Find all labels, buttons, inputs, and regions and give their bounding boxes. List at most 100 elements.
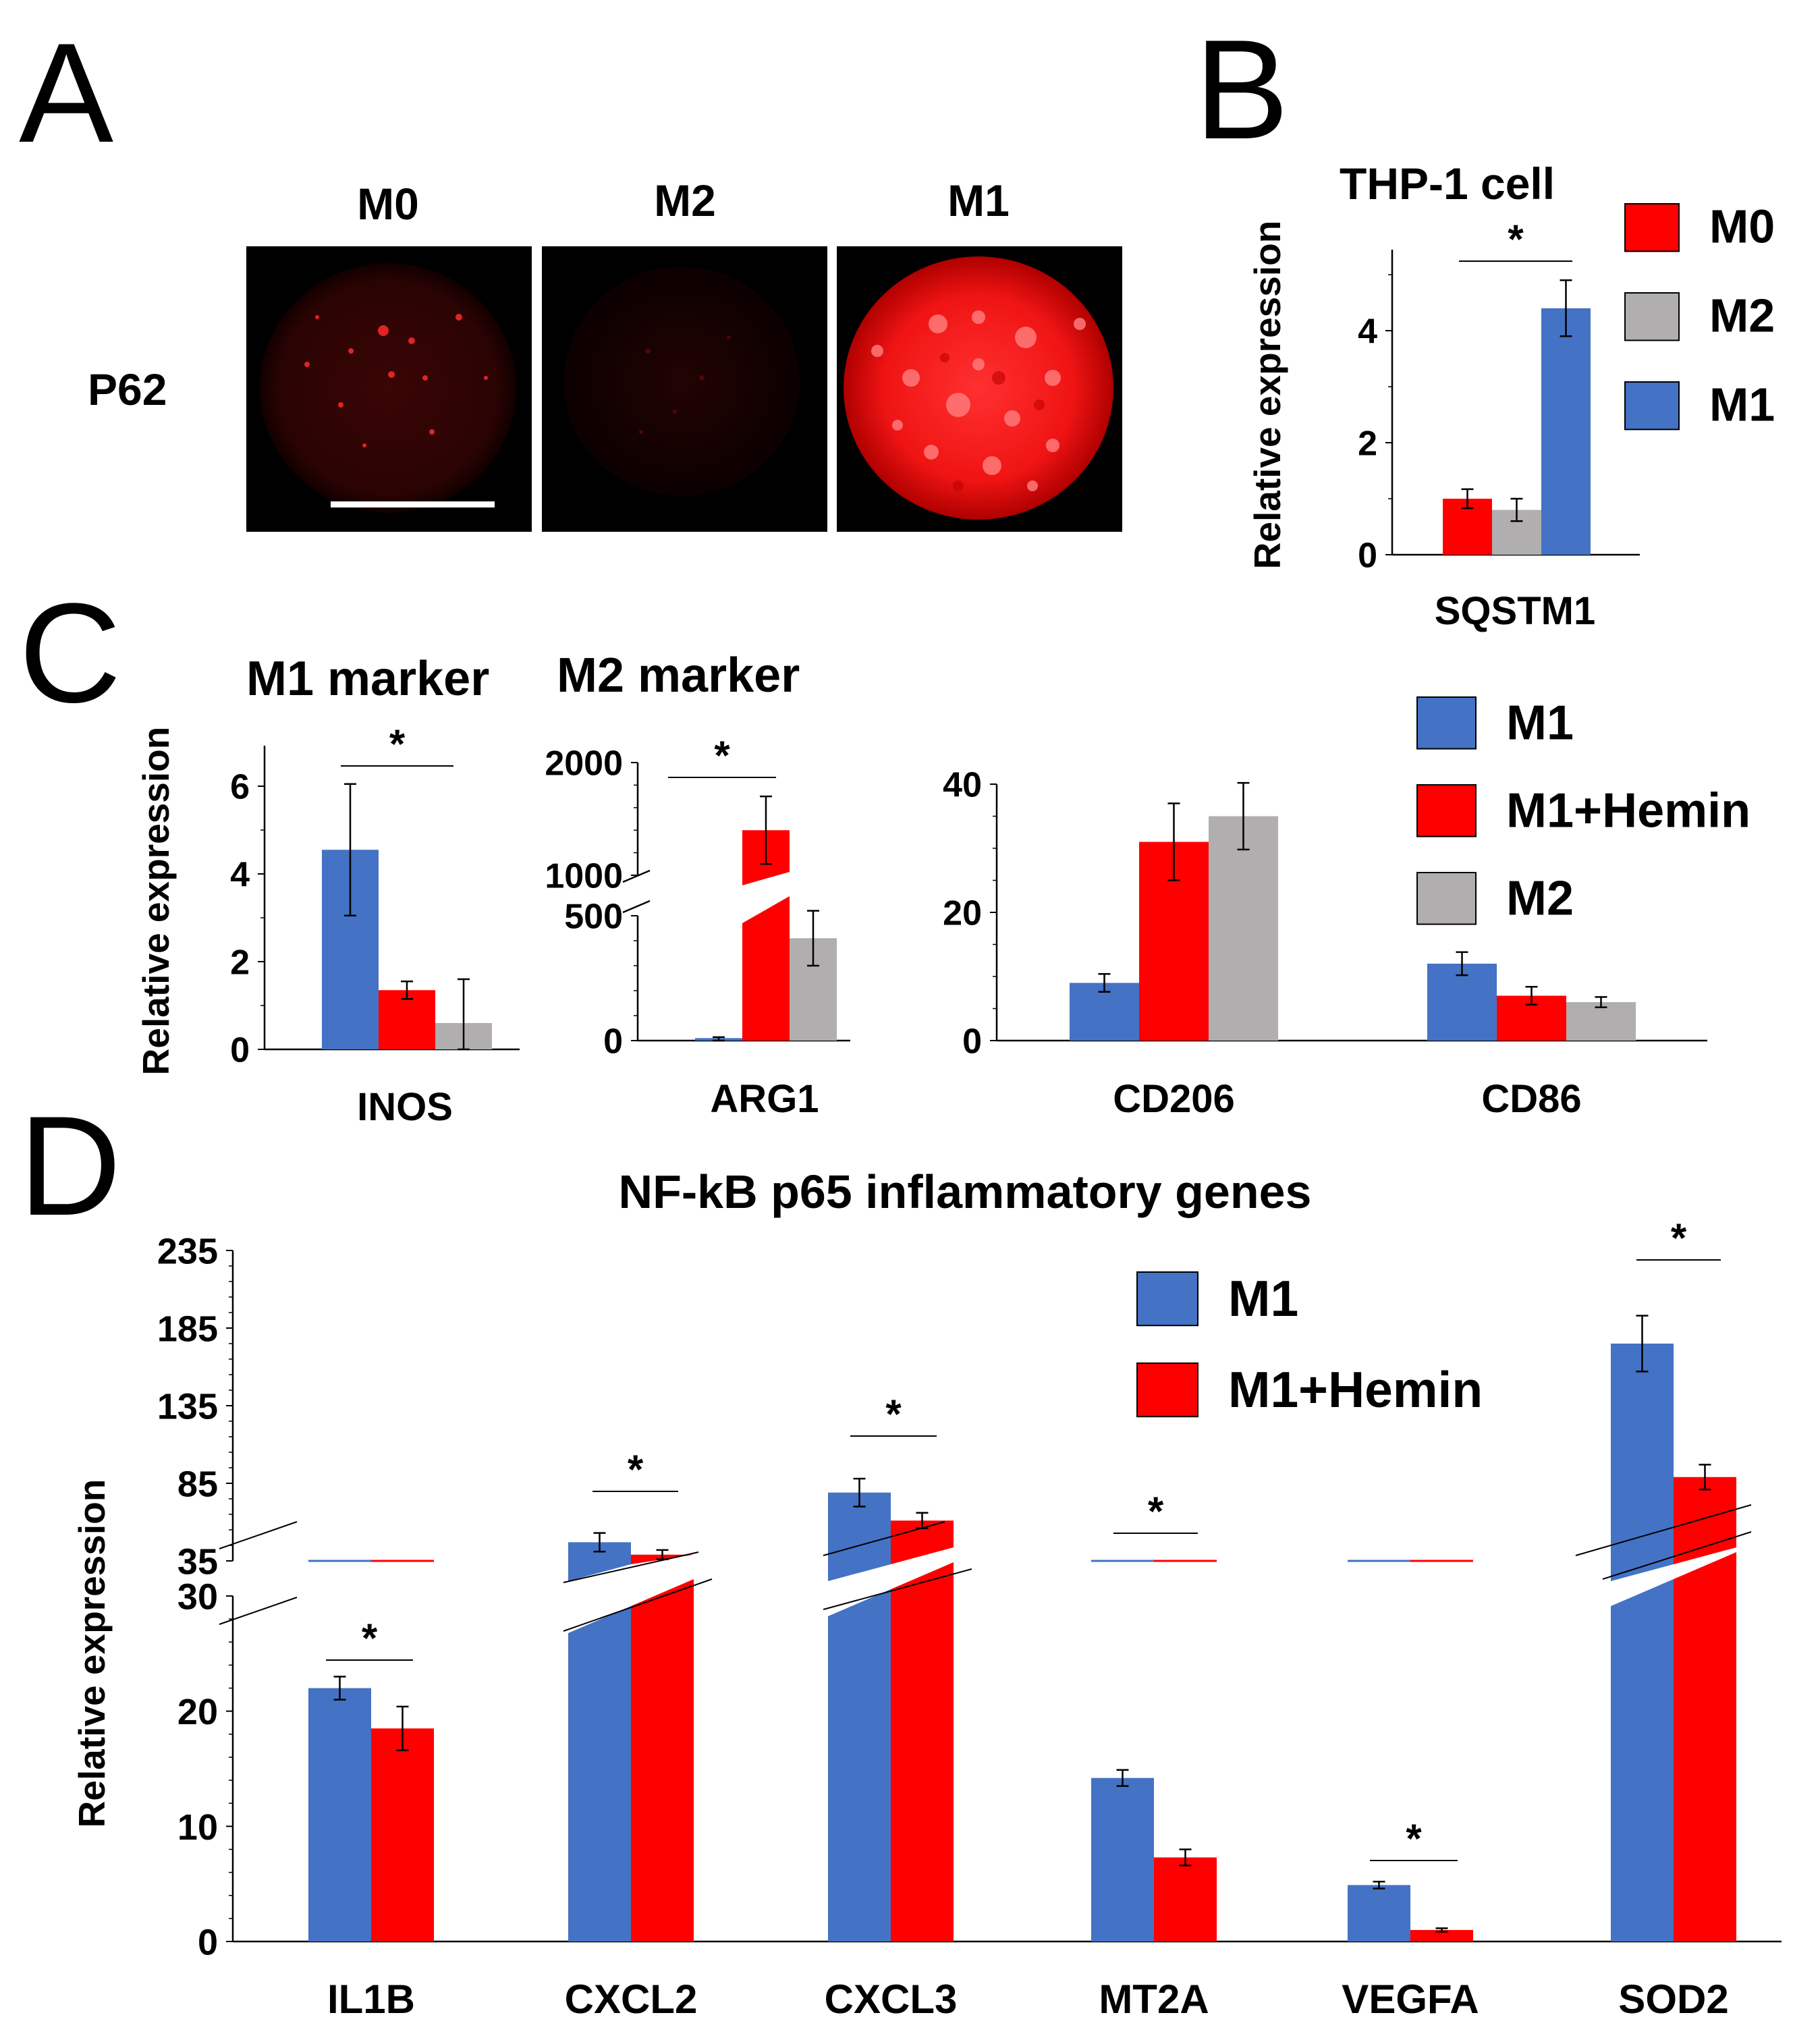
significance-d-il1b-star: * — [362, 1616, 378, 1661]
chart-d-legend: M1 M1+Hemin — [1136, 1270, 1483, 1418]
bar-cd206-m2 — [1209, 816, 1278, 1041]
micrograph-m2 — [542, 246, 827, 532]
row-label-p62: P62 — [88, 364, 167, 414]
y-tick-label: 0 — [962, 1022, 982, 1062]
significance-d-sod2-star: * — [1671, 1215, 1687, 1261]
y-tick-label: 4 — [230, 856, 250, 895]
x-label-cd206: CD206 — [1113, 1077, 1235, 1121]
panel-c: M1 marker M2 marker Relative expression … — [135, 649, 1750, 1129]
legend-label: M0 — [1709, 200, 1775, 253]
legend-label: M2 — [1709, 290, 1775, 342]
bar-mt2a-m1-hemin — [1154, 1857, 1217, 1941]
chart-b-ylabel: Relative expression — [1246, 221, 1288, 570]
y-tick-label: 35 — [177, 1541, 218, 1582]
y-tick-label: 2 — [1358, 424, 1377, 464]
x-label-inos: INOS — [357, 1085, 453, 1129]
bar-sod2-m1-lower — [1611, 1579, 1674, 1941]
chart-c-legend: M1 M1+Hemin M2 — [1416, 696, 1750, 926]
axis-break-slope — [823, 1568, 972, 1610]
legend-label: M1 — [1228, 1270, 1298, 1327]
bar-sod2-m1-hemin-upper — [1674, 1477, 1736, 1564]
chart-b-legend: M0 M2 M1 — [1624, 200, 1775, 431]
bar-mt2a-m1 — [1091, 1778, 1154, 1941]
y-tick-label: 185 — [157, 1309, 218, 1349]
legend-swatch — [1416, 696, 1477, 750]
axis-break-slope — [563, 1551, 699, 1583]
axis-break-mark — [219, 1597, 298, 1625]
legend-label: M2 — [1506, 872, 1574, 926]
bar-cxcl3-m1-hemin-lower — [891, 1562, 954, 1941]
y-tick-label: 0 — [198, 1922, 218, 1962]
panel-d: NF-kB p65 inflammatory genes Relative ex… — [71, 1165, 1782, 2022]
micrograph-m0 — [246, 246, 532, 532]
axis-break-slope — [563, 1578, 713, 1632]
column-label-m1: M1 — [947, 175, 1010, 225]
bar-vegfa-m1 — [1348, 1885, 1410, 1941]
significance-b-star: * — [1508, 217, 1524, 262]
panel-letter-c: C — [19, 574, 121, 732]
column-label-m0: M0 — [357, 179, 419, 229]
bar-m1-hemin-lower — [742, 896, 790, 1041]
y-tick-label: 30 — [177, 1576, 218, 1617]
y-tick-label: 0 — [1358, 536, 1377, 576]
x-label-sod2: SOD2 — [1618, 1977, 1728, 2022]
axis-break-slope — [1575, 1504, 1752, 1556]
chart-c2-title: M2 marker — [557, 649, 800, 703]
legend-swatch — [1624, 203, 1680, 252]
axis-break-mark — [622, 900, 651, 914]
bar-sod2-m1-hemin-lower — [1674, 1552, 1736, 1941]
bar-sod2-m1-upper — [1611, 1344, 1674, 1581]
bar-il1b-m1 — [308, 1688, 371, 1941]
y-tick-label: 1000 — [545, 857, 623, 896]
x-label-il1b: IL1B — [327, 1977, 415, 2022]
chart-b-plot: 0 2 4 * SQSTM1 — [1358, 217, 1640, 633]
bar-cxcl3-m1-lower — [828, 1589, 891, 1941]
column-label-m2: M2 — [654, 175, 716, 225]
bar-m1-hemin — [379, 990, 435, 1049]
panel-letter-a: A — [19, 13, 113, 172]
bar-cxcl2-m1-lower — [568, 1606, 631, 1941]
axis-break-slope — [823, 1521, 945, 1556]
significance-d-cxcl2-star: * — [628, 1447, 644, 1492]
y-tick-label: 85 — [177, 1464, 218, 1504]
legend-label: M1+Hemin — [1506, 784, 1750, 838]
y-tick-label: 10 — [177, 1807, 218, 1848]
y-tick-label: 4 — [1358, 312, 1377, 352]
panel-letter-b: B — [1194, 10, 1289, 169]
chart-c1-plot: 0 2 4 6 * INOS — [230, 721, 520, 1129]
legend-swatch — [1136, 1271, 1198, 1327]
chart-c3-plot: 0 20 40 CD206 CD86 — [943, 766, 1707, 1121]
x-label-cxcl3: CXCL3 — [825, 1977, 958, 2022]
legend-swatch — [1624, 381, 1680, 431]
axis-break-slope — [1602, 1531, 1752, 1580]
chart-c1-title: M1 marker — [246, 652, 489, 706]
y-tick-label: 40 — [943, 766, 982, 805]
y-tick-label: 20 — [943, 894, 982, 933]
bar-cxcl2-m1-hemin-lower — [631, 1579, 694, 1941]
significance-d-vegfa-star: * — [1406, 1816, 1422, 1861]
bar-cxcl2-m1-upper — [568, 1542, 631, 1581]
y-tick-label: 0 — [603, 1022, 623, 1062]
x-label-arg1: ARG1 — [710, 1077, 819, 1121]
legend-swatch — [1624, 292, 1680, 341]
y-tick-label: 6 — [230, 768, 250, 807]
x-label-cd86: CD86 — [1481, 1077, 1581, 1121]
axis-break-mark — [219, 1521, 298, 1549]
chart-d-title: NF-kB p65 inflammatory genes — [619, 1165, 1312, 1218]
y-tick-label: 2 — [230, 943, 250, 983]
bar-cxcl3-m1-hemin-upper — [891, 1520, 954, 1564]
y-tick-label: 135 — [157, 1386, 218, 1427]
legend-swatch — [1136, 1362, 1198, 1418]
axis-break-mark — [622, 869, 651, 883]
bar-m1 — [1541, 308, 1591, 555]
significance-d-mt2a-star: * — [1148, 1489, 1164, 1534]
micrograph-m1 — [837, 246, 1122, 532]
x-label-mt2a: MT2A — [1099, 1977, 1209, 2022]
legend-label: M1 — [1709, 379, 1775, 431]
x-label-vegfa: VEGFA — [1342, 1977, 1479, 2022]
panel-b: THP-1 cell Relative expression 0 2 4 * SQSTM… — [1246, 159, 1775, 633]
y-tick-label: 235 — [157, 1231, 218, 1271]
